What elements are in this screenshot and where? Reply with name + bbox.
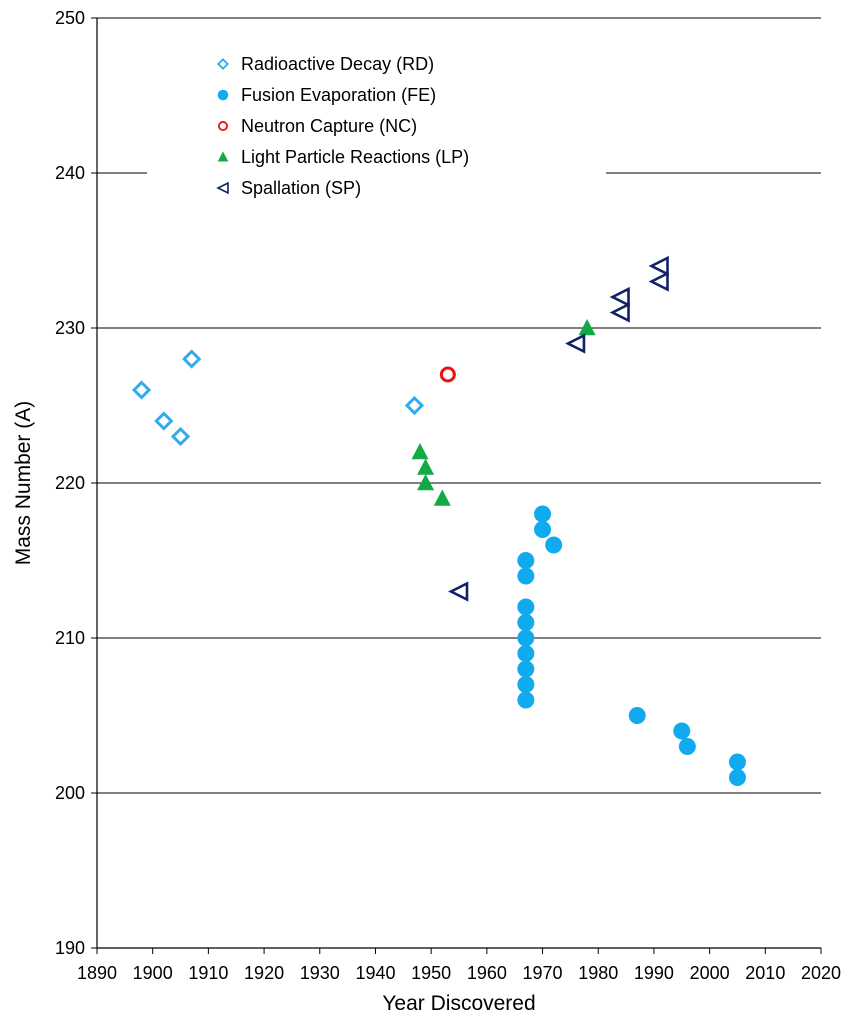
legend-marker: [217, 89, 229, 101]
y-tick-label: 250: [55, 8, 85, 28]
data-point: [417, 474, 435, 491]
y-tick-label: 200: [55, 783, 85, 803]
data-point: [154, 411, 174, 431]
x-tick-label: 1970: [523, 963, 563, 983]
data-point: [648, 271, 669, 292]
data-point: [517, 660, 535, 678]
data-point: [439, 366, 456, 383]
data-point: [648, 255, 669, 277]
legend-label: Light Particle Reactions (LP): [241, 147, 469, 167]
legend-item: Spallation (SP): [216, 178, 361, 198]
x-tick-label: 1950: [411, 963, 451, 983]
data-point: [678, 738, 696, 755]
data-point: [517, 645, 535, 662]
legend-marker: [217, 58, 229, 70]
y-tick-label: 240: [55, 163, 85, 183]
x-tick-label: 1990: [634, 963, 674, 983]
x-tick-label: 1930: [300, 963, 340, 983]
data-point: [534, 505, 552, 523]
legend-item: Radioactive Decay (RD): [217, 54, 434, 74]
legend-item: Fusion Evaporation (FE): [217, 85, 436, 105]
x-tick-label: 1920: [244, 963, 284, 983]
data-point: [517, 598, 535, 616]
data-point: [578, 319, 596, 336]
data-point: [131, 380, 152, 400]
grid-lines: [97, 17, 821, 794]
legend-marker: [218, 121, 228, 131]
x-axis-title: Year Discovered: [382, 992, 535, 1015]
x-tick-label: 1910: [188, 963, 228, 983]
data-point: [545, 536, 563, 554]
legend-label: Radioactive Decay (RD): [241, 54, 434, 74]
data-point: [517, 552, 535, 569]
legend-label: Spallation (SP): [241, 178, 361, 198]
y-tick-label: 190: [55, 938, 85, 958]
legend-item: Light Particle Reactions (LP): [217, 147, 469, 167]
y-axis-title: Mass Number (A): [12, 401, 35, 566]
data-point: [628, 707, 646, 724]
data-point: [609, 302, 630, 323]
data-point: [411, 443, 429, 460]
x-tick-label: 2000: [690, 963, 730, 983]
data-point: [417, 458, 435, 475]
data-point: [182, 349, 202, 369]
legend-label: Neutron Capture (NC): [241, 116, 417, 136]
data-point: [433, 489, 451, 506]
x-tick-label: 1980: [578, 963, 618, 983]
y-tick-label: 210: [55, 628, 85, 648]
data-point: [728, 769, 746, 786]
x-tick-label: 2010: [745, 963, 785, 983]
y-tick-label: 230: [55, 318, 85, 338]
data-point: [517, 691, 535, 709]
legend-label: Fusion Evaporation (FE): [241, 85, 436, 105]
data-point: [448, 581, 469, 602]
x-tick-label: 1940: [355, 963, 395, 983]
data-point: [728, 753, 746, 771]
data-point: [170, 426, 191, 447]
data-point: [404, 395, 425, 416]
data-point: [517, 676, 535, 693]
legend-marker: [216, 181, 229, 195]
data-point: [609, 286, 630, 308]
data-point: [517, 629, 535, 647]
data-point: [673, 722, 691, 740]
x-tick-label: 1900: [133, 963, 173, 983]
x-tick-label: 1890: [77, 963, 117, 983]
axes: 190 200 210 220 230 240 250 1890 1900 1910 1920 193…: [55, 8, 841, 983]
legend-marker: [217, 151, 229, 162]
data-point: [517, 614, 535, 631]
data-point: [565, 333, 586, 354]
y-tick-label: 220: [55, 473, 85, 493]
x-tick-label: 1960: [467, 963, 507, 983]
legend: Radioactive Decay (RD) Fusion Evaporation…: [216, 54, 469, 198]
x-tick-label: 2020: [801, 963, 841, 983]
data-point: [534, 521, 552, 538]
legend-item: Neutron Capture (NC): [218, 116, 417, 136]
data-points: [131, 255, 746, 786]
data-point: [517, 567, 535, 585]
